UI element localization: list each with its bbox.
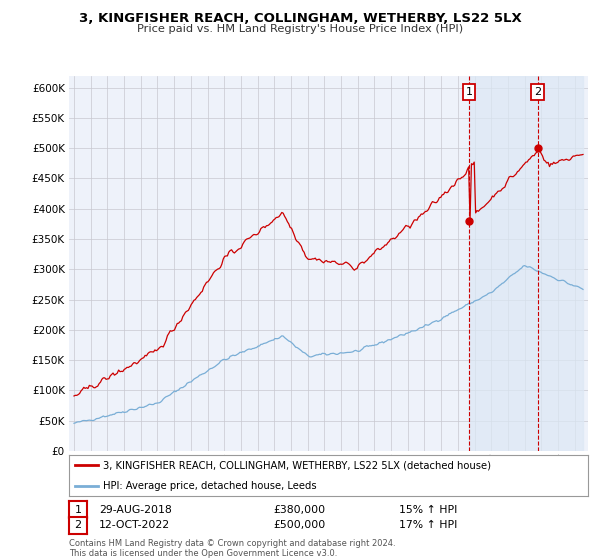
Text: 15% ↑ HPI: 15% ↑ HPI [399,505,457,515]
Text: 1: 1 [74,505,82,515]
Bar [469,76,583,451]
Text: 2: 2 [74,520,82,530]
Text: HPI: Average price, detached house, Leeds: HPI: Average price, detached house, Leed… [103,480,316,491]
Text: £380,000: £380,000 [273,505,325,515]
Text: 3, KINGFISHER REACH, COLLINGHAM, WETHERBY, LS22 5LX: 3, KINGFISHER REACH, COLLINGHAM, WETHERB… [79,12,521,25]
Text: £500,000: £500,000 [273,520,325,530]
Text: 17% ↑ HPI: 17% ↑ HPI [399,520,457,530]
Text: 29-AUG-2018: 29-AUG-2018 [99,505,172,515]
Text: 12-OCT-2022: 12-OCT-2022 [99,520,170,530]
Text: Price paid vs. HM Land Registry's House Price Index (HPI): Price paid vs. HM Land Registry's House … [137,24,463,34]
Text: Contains HM Land Registry data © Crown copyright and database right 2024.
This d: Contains HM Land Registry data © Crown c… [69,539,395,558]
Text: 2: 2 [534,87,541,97]
Text: 1: 1 [466,87,473,97]
Text: 3, KINGFISHER REACH, COLLINGHAM, WETHERBY, LS22 5LX (detached house): 3, KINGFISHER REACH, COLLINGHAM, WETHERB… [103,460,491,470]
